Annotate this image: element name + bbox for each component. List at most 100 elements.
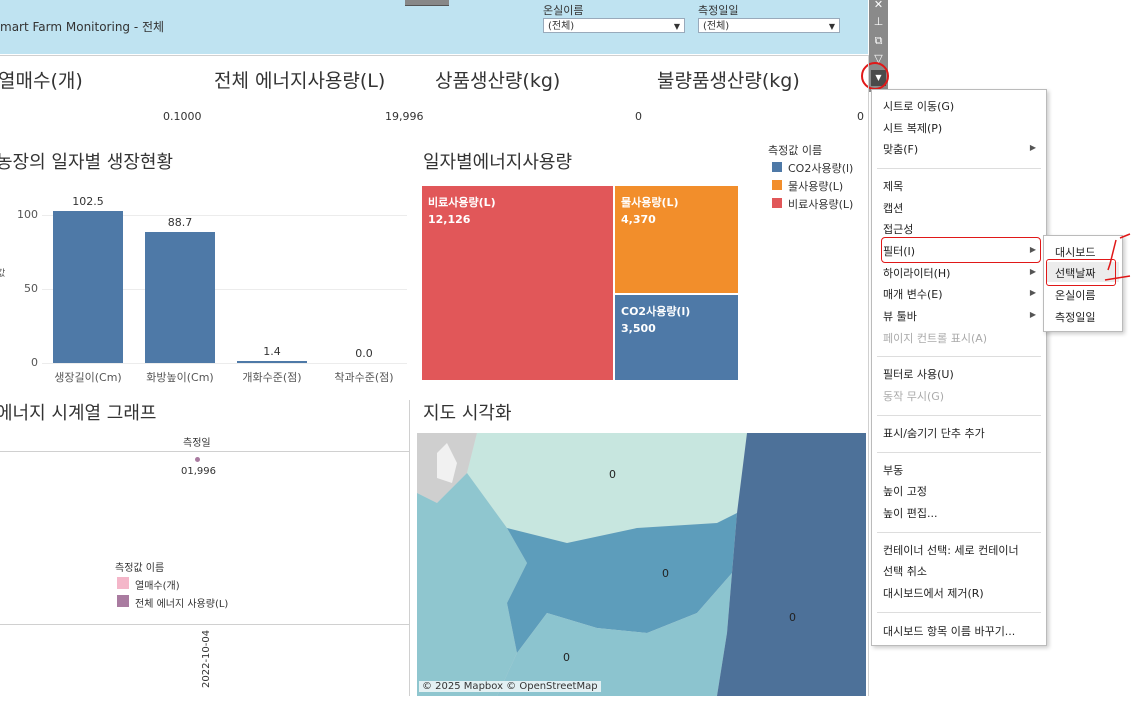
filter-select-greenhouse-value: (전체) (548, 21, 575, 32)
filter-label-greenhouse: 온실이름 (543, 4, 584, 17)
timeseries-overlap-label: 01,996 (181, 466, 216, 477)
context-menu-item[interactable]: 컨테이너 선택: 세로 컨테이너 (883, 544, 1019, 557)
context-menu-item: 페이지 컨트롤 표시(A) (883, 332, 988, 345)
bar-gridline (42, 214, 407, 216)
context-menu-item[interactable]: 하이라이터(H) (883, 267, 951, 280)
bar-value-label: 1.4 (263, 344, 281, 358)
filter-select-date-value: (전체) (703, 21, 730, 32)
context-menu-item[interactable]: 맞춤(F) (883, 143, 919, 156)
growth-chart-title: 농장의 일자별 생장현황 (0, 152, 174, 173)
context-menu-item[interactable]: 높이 고정 (883, 485, 927, 498)
filter-submenu-item[interactable]: 대시보드 (1055, 246, 1096, 259)
timeseries-header-divider (0, 451, 409, 452)
context-menu-item[interactable]: 캡션 (883, 202, 904, 215)
bar-gridline (42, 363, 407, 364)
context-menu-item[interactable]: 필터(I) (883, 245, 916, 258)
timeseries-legend-title: 측정값 이름 (115, 563, 165, 574)
bar-category-label: 착과수준(점) (334, 371, 394, 384)
treemap-cell[interactable]: 비료사용량(L) 12,126 (421, 185, 614, 381)
dashboard-right-border (868, 55, 869, 696)
map-label-center: 0 (662, 567, 669, 580)
bar[interactable] (237, 360, 307, 363)
treemap-cell[interactable]: 물사용량(L) 4,370 (614, 185, 739, 294)
pin-icon[interactable]: ⊥ (873, 15, 884, 28)
bar-value-label: 102.5 (72, 195, 104, 209)
bar-value-label: 0.0 (355, 347, 373, 360)
legend-swatch (772, 162, 782, 172)
menu-separator (877, 415, 1041, 416)
filter-submenu-item[interactable]: 선택날짜 (1055, 267, 1096, 280)
treemap-cell-value: 4,370 (621, 213, 656, 226)
bar-gridline (42, 288, 407, 290)
treemap-legend-item[interactable]: 비료사용량(L) (772, 196, 854, 211)
treemap-cell-name: 물사용량(L) (621, 196, 679, 209)
map-label-east: 0 (789, 611, 796, 624)
context-menu-item[interactable]: 매개 변수(E) (883, 288, 943, 301)
map-credit[interactable]: © 2025 Mapbox © OpenStreetMap (419, 681, 601, 692)
filter-submenu-item[interactable]: 측정일일 (1055, 311, 1096, 324)
menu-separator (877, 356, 1041, 357)
timeseries-point[interactable] (195, 457, 200, 462)
legend-swatch-energy (117, 595, 129, 607)
filter-select-greenhouse[interactable]: (전체) ▼ (543, 18, 685, 33)
context-menu-item[interactable]: 대시보드 항목 이름 바꾸기... (883, 625, 1016, 638)
submenu-highlight (1047, 262, 1119, 282)
kpi-value-total-energy: 19,996 (385, 110, 424, 123)
map-svg (417, 433, 866, 696)
energy-chart-title: 일자별에너지사용량 (423, 152, 573, 173)
kpi-title-fruit-count: 열매수(개) (0, 70, 83, 92)
bar-ytick-label: 0 (31, 356, 38, 369)
legend-swatch (772, 180, 782, 190)
drag-handle[interactable] (405, 0, 449, 6)
filter-icon[interactable]: ▽ (874, 52, 883, 65)
close-icon[interactable]: ✕ (873, 0, 884, 11)
treemap-legend-item[interactable]: 물사용량(L) (772, 178, 844, 193)
bar-category-label: 화방높이(Cm) (146, 371, 214, 384)
treemap-cell[interactable]: CO2사용량(l) 3,500 (614, 294, 739, 381)
choropleth-map[interactable]: 0 0 0 0 (417, 433, 866, 696)
treemap-cell-name: CO2사용량(l) (621, 305, 691, 318)
bar[interactable] (145, 231, 215, 363)
context-menu-item[interactable]: 선택 취소 (883, 565, 927, 578)
context-menu-item[interactable]: 대시보드에서 제거(R) (883, 587, 984, 600)
chevron-down-icon: ▼ (673, 22, 680, 31)
filter-select-date[interactable]: (전체) ▼ (698, 18, 840, 33)
dashboard-title: mart Farm Monitoring - 전체 (0, 20, 165, 34)
kpi-value-fruit-count: 0.1000 (163, 110, 202, 123)
chevron-right-icon: ▶ (1029, 288, 1036, 297)
bar-ytick-label: 50 (24, 281, 38, 295)
context-menu-item[interactable]: 필터로 사용(U) (883, 368, 954, 381)
context-menu-item[interactable]: 시트 복제(P) (883, 122, 943, 135)
popout-icon[interactable]: ⧉ (874, 34, 883, 47)
timeseries-legend-item-energy: 전체 에너지 사용량(L) (135, 599, 229, 610)
context-menu-item[interactable]: 뷰 툴바 (883, 310, 917, 323)
timeseries-header: 측정일 (183, 438, 211, 449)
chevron-right-icon: ▶ (1029, 310, 1036, 319)
kpi-title-defect-output: 불량품생산량(kg) (657, 70, 800, 92)
legend-label: 비료사용량(L) (788, 198, 854, 211)
context-menu-item[interactable]: 표시/숨기기 단추 추가 (883, 427, 985, 440)
map-title: 지도 시각화 (423, 403, 512, 424)
context-menu-item[interactable]: 높이 편집... (883, 507, 938, 520)
annotation-circle (861, 62, 889, 90)
treemap-legend-item[interactable]: CO2사용량(l) (772, 160, 853, 175)
treemap-legend: CO2사용량(l) 물사용량(L) 비료사용량(L) (772, 160, 867, 220)
legend-label: 물사용량(L) (788, 180, 844, 193)
context-menu-item[interactable]: 부동 (883, 464, 904, 477)
context-menu-item[interactable]: 접근성 (883, 223, 914, 236)
energy-treemap[interactable]: 비료사용량(L) 12,126 물사용량(L) 4,370 CO2사용량(l) 3,500 (421, 185, 739, 381)
section-divider (409, 400, 410, 696)
annotation-box-selected-date (1046, 259, 1116, 286)
menu-separator (877, 532, 1041, 533)
chevron-down-icon: ▼ (828, 22, 835, 31)
timeseries-legend-item-fruit: 열매수(개) (135, 581, 180, 592)
bar-chart-ylabel: 값 (0, 269, 6, 279)
dashboard-header: mart Farm Monitoring - 전체 온실이름 (전체) ▼ 측정… (0, 0, 868, 54)
bar[interactable] (53, 211, 123, 363)
filter-submenu-item[interactable]: 온실이름 (1055, 289, 1096, 302)
menu-separator (877, 452, 1041, 453)
growth-bar-chart[interactable]: 값 100 50 0 102.5 생장길이(Cm) 88.7 화방높이(Cm) 1.4 개화수준… (0, 180, 410, 390)
context-menu-item[interactable]: 제목 (883, 180, 904, 193)
treemap-legend-title: 측정값 이름 (768, 144, 823, 157)
context-menu-item[interactable]: 시트로 이동(G) (883, 100, 955, 113)
